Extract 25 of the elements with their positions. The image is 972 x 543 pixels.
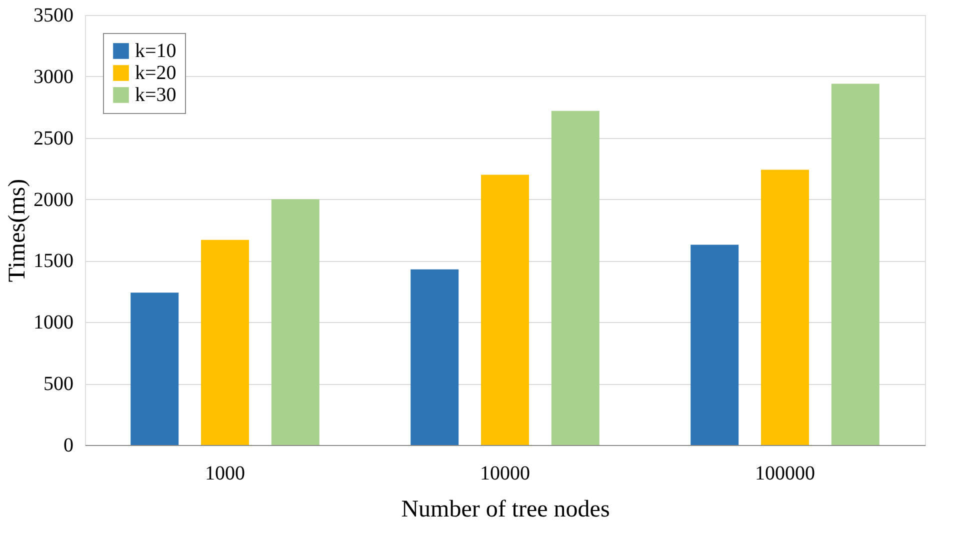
bar [271,199,320,445]
y-tick-label: 2500 [34,127,74,150]
x-tick-label: 1000 [205,462,245,484]
legend-label: k=10 [135,40,176,62]
bar [761,170,809,445]
y-tick-label: 1500 [34,250,74,272]
legend-label: k=20 [135,62,176,84]
bar [481,174,529,445]
x-tick-label: 10000 [480,462,530,484]
bar [130,292,179,445]
bar [201,240,249,445]
y-tick-label: 3000 [34,66,74,88]
y-tick-label: 0 [64,434,74,456]
bar [410,269,459,445]
bar [831,84,880,445]
y-tick-label: 1000 [34,312,74,334]
y-tick-label: 3500 [34,4,74,26]
x-tick-label: 100000 [755,462,815,484]
bar [690,244,739,445]
y-tick-label: 500 [44,373,74,396]
y-tick-label: 2000 [34,188,74,211]
y-axis-title: Times(ms) [4,178,30,282]
bar [551,110,600,445]
legend-label: k=30 [135,84,176,106]
x-axis-title: Number of tree nodes [401,496,610,522]
